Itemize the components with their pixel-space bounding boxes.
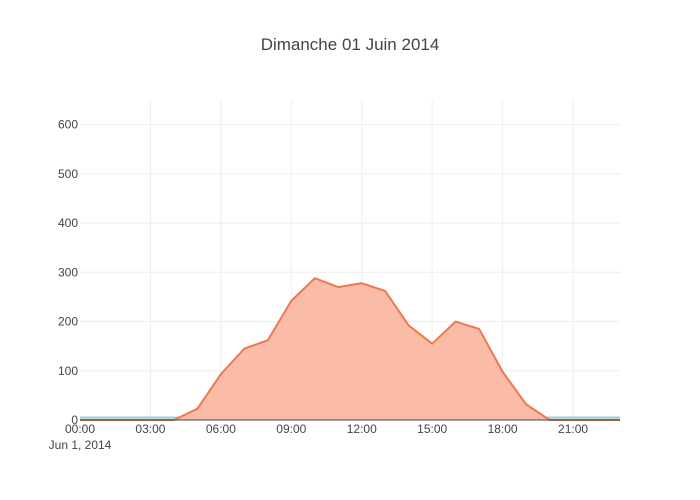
series-0-area [80,278,620,420]
y-tick-label: 200 [58,315,78,329]
x-tick-label: 12:00 [347,422,377,436]
axis-layer: 00:00 03:00 06:00 09:00 12:00 15:00 18:00 21:00… [58,118,620,436]
x-tick-label: 15:00 [417,422,447,436]
chart-title: Dimanche 01 Juin 2014 [261,35,440,54]
y-tick-label: 400 [58,216,78,230]
y-tick-label: 0 [71,413,78,427]
y-tick-label: 600 [58,118,78,132]
x-tick-label: 06:00 [206,422,236,436]
x-tick-label: 18:00 [488,422,518,436]
y-tick-label: 500 [58,167,78,181]
series-layer [80,277,620,421]
x-tick-label: 09:00 [276,422,306,436]
x-axis-date-label: Jun 1, 2014 [49,438,112,452]
x-tick-label: 21:00 [558,422,588,436]
y-tick-label: 300 [58,265,78,279]
x-tick-label: 00:00 [65,422,95,436]
x-tick-label: 03:00 [135,422,165,436]
y-tick-label: 100 [58,364,78,378]
